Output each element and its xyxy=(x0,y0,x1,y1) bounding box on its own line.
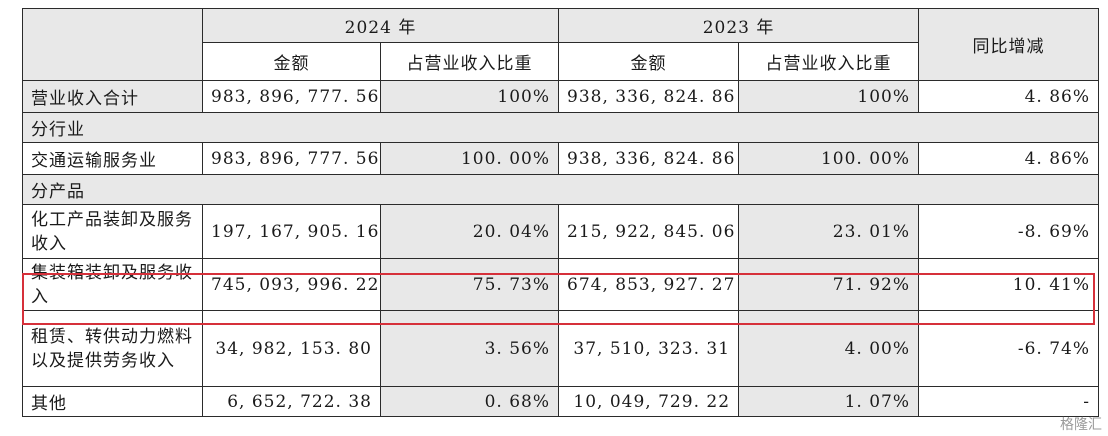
share-2024: 100% xyxy=(379,80,560,113)
table-row: 化工产品装卸及服务收入 197, 167, 905. 16 20. 04% 21… xyxy=(22,204,1100,259)
table-row-highlighted: 集装箱装卸及服务收入 745, 093, 996. 22 75. 73% 674… xyxy=(22,258,1100,311)
header-year-2024: 2024 年 xyxy=(201,8,560,43)
amount-2024: 6, 652, 722. 38 xyxy=(202,386,381,417)
table-row: 交通运输服务业 983, 896, 777. 56 100. 00% 938, … xyxy=(22,142,1100,175)
section-label: 分产品 xyxy=(21,174,1100,205)
share-2024: 0. 68% xyxy=(379,386,560,417)
section-row: 分行业 xyxy=(21,112,1100,143)
share-2023: 100. 00% xyxy=(738,142,920,175)
amount-2024: 197, 167, 905. 16 xyxy=(202,204,381,259)
amount-2023: 37, 510, 323. 31 xyxy=(558,310,740,387)
yoy-value: 4. 86% xyxy=(918,80,1100,113)
header-yoy: 同比增减 xyxy=(918,8,1100,81)
yoy-value: - xyxy=(918,386,1100,417)
share-2024: 100. 00% xyxy=(379,142,560,175)
row-label: 租赁、转供动力燃料以及提供劳务收入 xyxy=(22,310,203,387)
header-year-2023: 2023 年 xyxy=(558,8,920,43)
header-amount-2023: 金额 xyxy=(558,42,740,81)
section-row: 分产品 xyxy=(21,174,1100,205)
table-row: 其他 6, 652, 722. 38 0. 68% 10, 049, 729. … xyxy=(22,386,1100,417)
amount-2023: 674, 853, 927. 27 xyxy=(558,258,740,311)
amount-2024: 34, 982, 153. 80 xyxy=(202,310,381,387)
share-2024: 75. 73% xyxy=(379,258,560,311)
share-2023: 23. 01% xyxy=(738,204,920,259)
section-label: 分行业 xyxy=(21,112,1100,143)
table-row: 营业收入合计 983, 896, 777. 56 100% 938, 336, … xyxy=(22,80,1100,113)
yoy-value: -6. 74% xyxy=(918,310,1100,387)
amount-2023: 215, 922, 845. 06 xyxy=(558,204,740,259)
amount-2024: 983, 896, 777. 56 xyxy=(202,80,381,113)
header-share-2023: 占营业收入比重 xyxy=(738,42,920,81)
row-label: 集装箱装卸及服务收入 xyxy=(22,258,203,311)
share-2023: 100% xyxy=(738,80,920,113)
table-row: 租赁、转供动力燃料以及提供劳务收入 34, 982, 153. 80 3. 56… xyxy=(22,310,1100,387)
header-blank-cell xyxy=(22,8,203,81)
header-share-2024: 占营业收入比重 xyxy=(379,42,560,81)
row-label: 交通运输服务业 xyxy=(22,142,203,175)
row-label: 营业收入合计 xyxy=(22,80,203,113)
yoy-value: 4. 86% xyxy=(918,142,1100,175)
amount-2023: 10, 049, 729. 22 xyxy=(558,386,740,417)
row-label: 化工产品装卸及服务收入 xyxy=(22,204,203,259)
amount-2024: 745, 093, 996. 22 xyxy=(202,258,381,311)
share-2023: 1. 07% xyxy=(738,386,920,417)
watermark: 格隆汇 xyxy=(1060,417,1102,433)
share-2023: 4. 00% xyxy=(738,310,920,387)
amount-2023: 938, 336, 824. 86 xyxy=(558,80,740,113)
row-label: 其他 xyxy=(22,386,203,417)
revenue-table-wrapper: 2024 年 2023 年 同比增减 金额 占营业收入比重 金额 占营业收入比重… xyxy=(21,8,1100,436)
share-2023: 71. 92% xyxy=(738,258,920,311)
header-amount-2024: 金额 xyxy=(202,42,381,81)
amount-2024: 983, 896, 777. 56 xyxy=(202,142,381,175)
share-2024: 20. 04% xyxy=(379,204,560,259)
amount-2023: 938, 336, 824. 86 xyxy=(558,142,740,175)
yoy-value: -8. 69% xyxy=(918,204,1100,259)
revenue-table: 2024 年 2023 年 同比增减 金额 占营业收入比重 金额 占营业收入比重… xyxy=(21,8,1100,417)
yoy-value: 10. 41% xyxy=(918,258,1100,311)
share-2024: 3. 56% xyxy=(379,310,560,387)
